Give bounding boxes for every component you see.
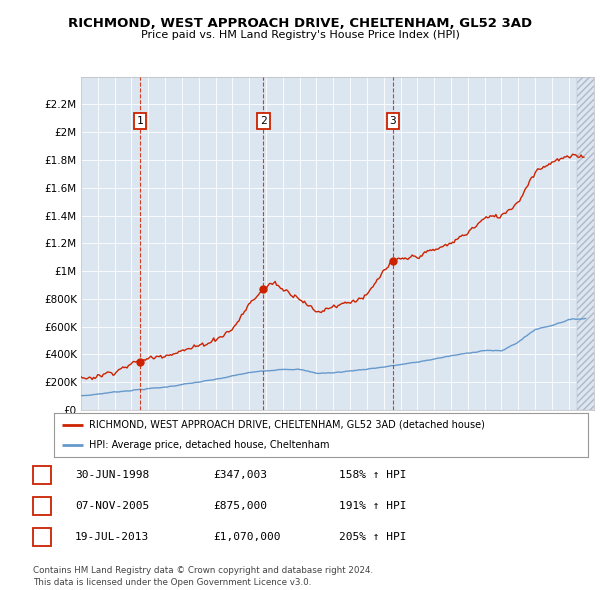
Text: 2: 2 (260, 116, 267, 126)
Text: 1: 1 (136, 116, 143, 126)
Text: 30-JUN-1998: 30-JUN-1998 (75, 470, 149, 480)
Text: Contains HM Land Registry data © Crown copyright and database right 2024.
This d: Contains HM Land Registry data © Crown c… (33, 566, 373, 587)
Text: 2: 2 (38, 501, 46, 511)
Text: 1: 1 (38, 470, 46, 480)
Text: 3: 3 (389, 116, 397, 126)
Bar (577, 77, 600, 410)
Text: HPI: Average price, detached house, Cheltenham: HPI: Average price, detached house, Chel… (89, 440, 329, 450)
Text: RICHMOND, WEST APPROACH DRIVE, CHELTENHAM, GL52 3AD (detached house): RICHMOND, WEST APPROACH DRIVE, CHELTENHA… (89, 420, 485, 430)
Text: 205% ↑ HPI: 205% ↑ HPI (339, 532, 407, 542)
Text: 191% ↑ HPI: 191% ↑ HPI (339, 501, 407, 511)
Text: 07-NOV-2005: 07-NOV-2005 (75, 501, 149, 511)
Text: £875,000: £875,000 (213, 501, 267, 511)
Text: RICHMOND, WEST APPROACH DRIVE, CHELTENHAM, GL52 3AD: RICHMOND, WEST APPROACH DRIVE, CHELTENHA… (68, 17, 532, 30)
Text: 19-JUL-2013: 19-JUL-2013 (75, 532, 149, 542)
Text: £1,070,000: £1,070,000 (213, 532, 281, 542)
Text: Price paid vs. HM Land Registry's House Price Index (HPI): Price paid vs. HM Land Registry's House … (140, 31, 460, 40)
Text: 158% ↑ HPI: 158% ↑ HPI (339, 470, 407, 480)
Text: £347,003: £347,003 (213, 470, 267, 480)
Text: 3: 3 (38, 532, 46, 542)
